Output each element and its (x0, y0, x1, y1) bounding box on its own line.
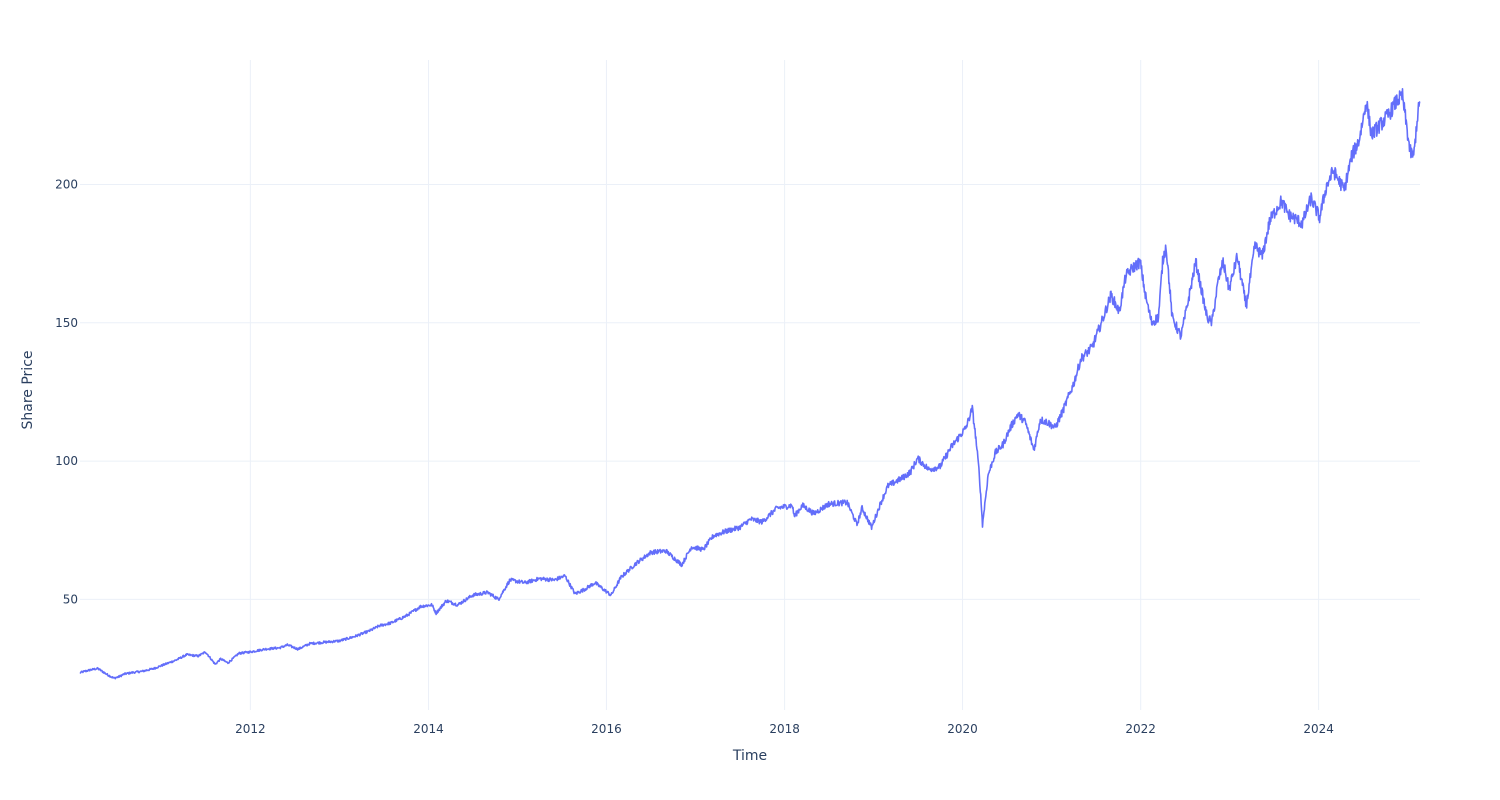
x-tick-label: 2020 (947, 722, 978, 736)
x-tick-label: 2014 (413, 722, 444, 736)
x-axis-title: Time (732, 748, 767, 764)
y-tick-label: 200 (55, 177, 78, 191)
x-gridlines (249, 60, 1320, 710)
y-tick-label: 150 (55, 316, 78, 330)
x-tick-label: 2024 (1303, 722, 1334, 736)
y-gridlines (80, 183, 1420, 600)
x-tick-label: 2018 (769, 722, 800, 736)
y-tick-label: 50 (63, 592, 78, 606)
series-layer (79, 88, 1421, 680)
y-tick-labels: 50 100 150 200 (55, 177, 78, 606)
x-tick-label: 2016 (591, 722, 622, 736)
series-line (79, 88, 1421, 680)
x-tick-label: 2012 (235, 722, 266, 736)
x-tick-label: 2022 (1125, 722, 1156, 736)
y-tick-label: 100 (55, 454, 78, 468)
y-axis-title: Share Price (20, 350, 36, 429)
x-tick-labels: 2012 2014 2016 2018 2020 2022 2024 (235, 722, 1334, 736)
